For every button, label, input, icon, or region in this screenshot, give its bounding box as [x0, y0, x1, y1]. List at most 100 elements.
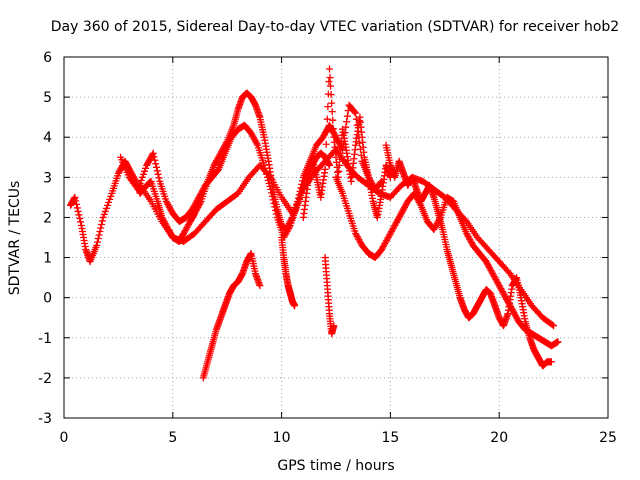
- data-point-interp: [104, 201, 112, 209]
- data-point-interp: [512, 313, 520, 321]
- data-point-interp: [431, 224, 439, 232]
- data-point-interp: [336, 149, 344, 157]
- data-point-interp: [336, 155, 344, 163]
- data-point-interp: [155, 174, 163, 182]
- data-point-interp: [212, 158, 220, 166]
- data-point-interp: [192, 198, 200, 206]
- data-point-interp: [144, 158, 152, 166]
- data-point-interp: [483, 259, 491, 267]
- data-point-interp: [323, 115, 331, 123]
- data-point-interp: [500, 291, 508, 299]
- data-point-interp: [211, 160, 219, 168]
- data-point: [99, 213, 107, 221]
- data-point-interp: [395, 214, 403, 222]
- data-point-interp: [487, 267, 495, 275]
- data-point-interp: [291, 203, 299, 211]
- data-point-interp: [386, 230, 394, 238]
- data-point-interp: [356, 139, 364, 147]
- data-point-interp: [328, 108, 336, 116]
- x-axis-label: GPS time / hours: [277, 458, 394, 474]
- data-point-interp: [142, 164, 150, 172]
- data-point-interp: [394, 215, 402, 223]
- data-point-interp: [250, 134, 258, 142]
- data-point: [495, 282, 503, 290]
- data-point-interp: [499, 289, 507, 297]
- data-point-interp: [484, 261, 492, 269]
- data-point: [256, 282, 264, 290]
- data-point-interp: [74, 207, 82, 215]
- data-point-interp: [284, 226, 292, 234]
- data-point: [291, 302, 299, 310]
- data-point-interp: [138, 173, 146, 181]
- data-point-interp: [116, 166, 124, 174]
- data-point-interp: [353, 232, 361, 240]
- data-point-interp: [295, 194, 303, 202]
- data-point-interp: [335, 161, 343, 169]
- data-point-interp: [196, 192, 204, 200]
- data-point-interp: [505, 268, 513, 276]
- data-point-interp: [402, 200, 410, 208]
- y-tick-label: -2: [38, 371, 52, 387]
- data-point-interp: [98, 220, 106, 228]
- data-point: [384, 234, 392, 241]
- data-point-interp: [498, 286, 506, 294]
- data-point: [210, 161, 218, 169]
- data-point-interp: [382, 238, 390, 246]
- data-point-interp: [182, 225, 190, 233]
- data-point-interp: [393, 217, 401, 225]
- data-point-interp: [192, 199, 200, 207]
- data-point-interp: [268, 189, 276, 197]
- data-point: [550, 322, 558, 330]
- data-point-interp: [152, 163, 160, 171]
- data-point: [547, 358, 555, 366]
- data-point-interp: [73, 200, 81, 208]
- data-point-interp: [185, 220, 193, 228]
- data-point-interp: [154, 170, 162, 178]
- data-point-interp: [492, 276, 500, 284]
- data-point-interp: [485, 262, 493, 270]
- data-point-interp: [166, 203, 174, 211]
- data-point-interp: [324, 103, 332, 111]
- data-point-interp: [101, 207, 109, 215]
- data-point-interp: [489, 271, 497, 279]
- data-point-interp: [200, 184, 208, 192]
- data-point-interp: [197, 190, 205, 198]
- data-point-interp: [285, 224, 293, 232]
- data-point-interp: [512, 312, 520, 320]
- y-tick-label: 3: [43, 170, 52, 186]
- data-point: [162, 197, 170, 205]
- data-point-interp: [75, 211, 83, 219]
- plot-frame: [63, 56, 609, 419]
- data-point: [267, 185, 275, 193]
- data-point-interp: [271, 203, 279, 211]
- data-point-interp: [250, 135, 258, 143]
- data-point-interp: [352, 115, 360, 123]
- data-point-interp: [285, 223, 293, 231]
- data-point-interp: [385, 232, 393, 240]
- data-point-interp: [106, 195, 114, 203]
- data-point-interp: [98, 217, 106, 225]
- y-tick-label: 1: [43, 251, 52, 267]
- data-point-interp: [496, 283, 504, 291]
- data-point-interp: [465, 234, 473, 242]
- x-tick-label: 5: [168, 430, 177, 446]
- data-point: [325, 121, 333, 129]
- data-point-interp: [146, 155, 154, 163]
- data-point-interp: [252, 138, 260, 146]
- data-point-interp: [396, 212, 404, 220]
- data-point-interp: [105, 198, 113, 206]
- data-point-interp: [323, 128, 331, 136]
- data-point-interp: [96, 227, 104, 235]
- data-point-interp: [290, 206, 298, 214]
- data-point: [325, 161, 333, 169]
- data-point-interp: [327, 82, 335, 90]
- data-point: [325, 65, 333, 73]
- data-point-interp: [491, 274, 499, 282]
- data-point-interp: [77, 218, 85, 226]
- data-point-interp: [126, 167, 134, 175]
- data-point-interp: [356, 237, 364, 245]
- data-point-interp: [383, 235, 391, 243]
- data-point-interp: [166, 205, 174, 213]
- data-point-interp: [401, 202, 409, 210]
